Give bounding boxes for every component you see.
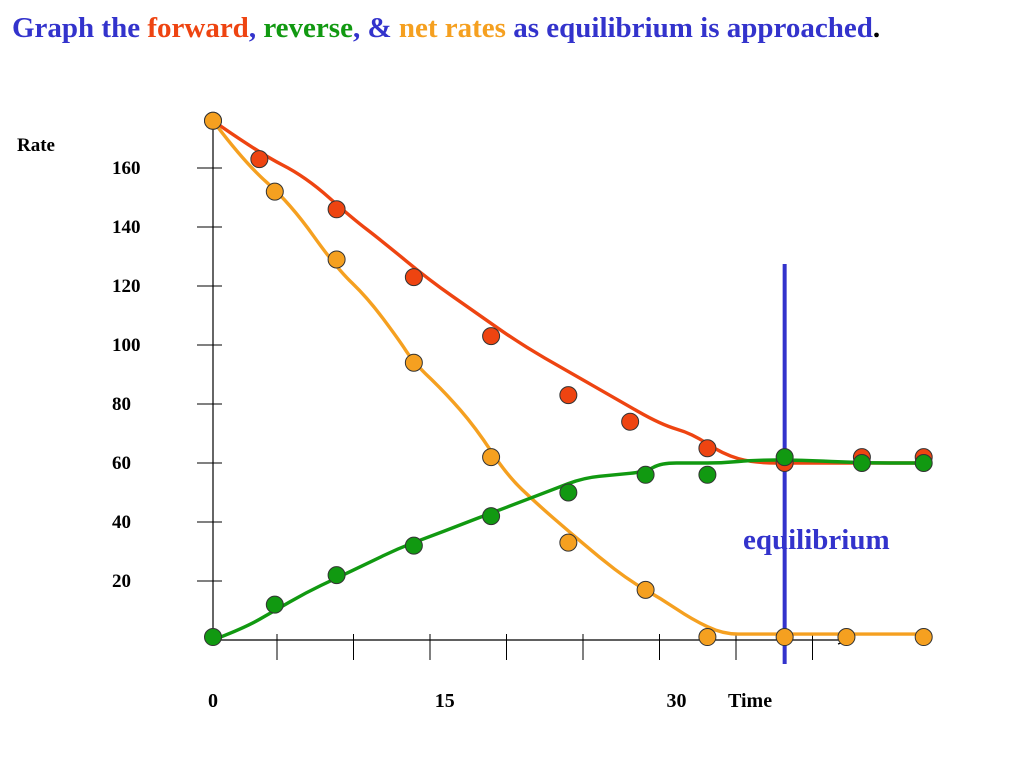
slide-title: Graph the forward, reverse, & net rates … (12, 6, 1012, 50)
reverse-data-point (775, 448, 794, 467)
reverse-data-point (327, 566, 346, 585)
reverse-data-point (482, 507, 501, 526)
y-tick-label: 140 (112, 217, 141, 238)
reverse-data-point (559, 483, 578, 502)
net-data-point (914, 628, 933, 647)
net-data-point (327, 250, 346, 269)
title-part-text: , & (352, 12, 399, 44)
chart-curves (211, 119, 926, 642)
net-data-point (204, 111, 222, 130)
y-tick-label: 20 (112, 571, 131, 592)
reverse-data-point (698, 465, 717, 484)
reverse-data-point (404, 536, 423, 555)
chart-axes (197, 116, 852, 660)
net-data-point (837, 628, 856, 647)
forward-data-point (327, 200, 346, 219)
forward-data-point (482, 327, 501, 346)
net-rate-curve (211, 119, 926, 636)
forward-data-point (250, 150, 269, 169)
x-tick-label: 0 (208, 690, 218, 712)
y-tick-label: 60 (112, 453, 131, 474)
equilibrium-label: equilibrium (743, 524, 890, 556)
reverse-data-point (636, 465, 655, 484)
title-part-reverse: reverse (263, 12, 353, 44)
title-part-text: , (248, 12, 264, 44)
y-tick-label: 40 (112, 512, 131, 533)
net-data-point (775, 628, 794, 647)
x-tick-label: 15 (435, 690, 455, 712)
forward-rate-curve (211, 119, 926, 465)
x-axis-label: Time (728, 690, 772, 712)
net-data-point (698, 628, 717, 647)
reverse-data-point (852, 454, 871, 472)
title-part-dot: . (872, 12, 881, 44)
forward-data-point (404, 268, 423, 287)
y-tick-label: 120 (112, 276, 141, 297)
net-data-point (482, 448, 501, 467)
y-tick-label: 160 (112, 158, 141, 179)
chart-labels: 20 40 60 80 100 120 140 160 0 15 30 Rate Time equilib… (17, 135, 890, 712)
title-part-text: as equilibrium is approached (505, 12, 873, 44)
y-tick-label: 100 (112, 335, 141, 356)
y-tick-label: 80 (112, 394, 131, 415)
net-data-point (265, 182, 284, 201)
net-data-point (636, 580, 655, 599)
forward-data-point (559, 386, 578, 405)
forward-data-point (621, 412, 640, 431)
reverse-data-point (265, 595, 284, 614)
title-part-forward: forward (147, 12, 249, 44)
net-data-point (404, 353, 423, 372)
x-tick-label: 30 (667, 690, 687, 712)
title-part-net: net rates (398, 12, 506, 44)
reverse-data-point (914, 454, 933, 472)
chart-points (204, 111, 933, 647)
y-axis-label: Rate (17, 135, 55, 156)
forward-data-point (698, 439, 717, 458)
title-part-text: Graph the (12, 12, 148, 44)
net-data-point (559, 533, 578, 552)
reverse-data-point (204, 628, 222, 647)
